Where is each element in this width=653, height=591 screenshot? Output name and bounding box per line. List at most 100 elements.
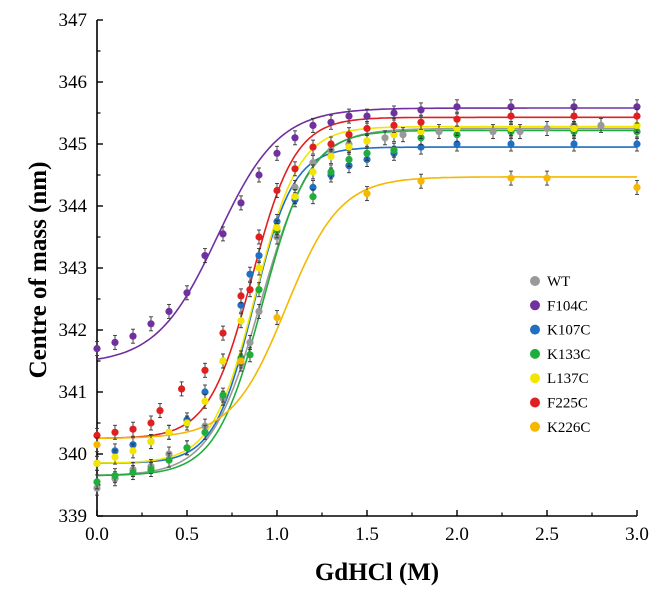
data-point-f225c (390, 121, 398, 129)
data-point-f104c (570, 103, 578, 111)
data-point-f225c (345, 131, 353, 139)
data-point-f104c (345, 112, 353, 120)
data-point-k226c (507, 174, 515, 182)
data-point-f104c (255, 171, 263, 179)
data-point-k133c (390, 146, 398, 154)
data-point-l137c (633, 121, 641, 129)
data-point-f104c (201, 252, 209, 260)
data-point-k226c (633, 183, 641, 191)
legend-marker (530, 300, 540, 311)
data-point-k107c (309, 183, 317, 191)
data-point-f104c (219, 230, 227, 238)
data-points-layer (93, 99, 641, 496)
data-point-f104c (147, 320, 155, 328)
data-point-wt (489, 128, 497, 136)
data-point-k133c (363, 149, 371, 157)
data-point-f225c (201, 366, 209, 374)
legend-label: F225C (547, 396, 588, 412)
data-point-f225c (570, 112, 578, 120)
data-point-f104c (183, 289, 191, 297)
data-point-wt (543, 124, 551, 133)
data-point-f225c (147, 419, 155, 427)
legend-marker (530, 397, 540, 408)
data-point-wt (516, 128, 524, 136)
data-point-wt (291, 183, 299, 191)
data-point-f225c (453, 115, 461, 123)
data-point-k226c (93, 441, 101, 449)
data-point-k226c (273, 314, 281, 322)
data-point-k107c (237, 301, 245, 309)
data-point-k107c (417, 143, 425, 151)
data-point-f225c (633, 112, 641, 120)
data-point-f104c (417, 106, 425, 114)
data-point-f104c (453, 103, 461, 111)
y-tick-label: 339 (59, 506, 88, 527)
data-point-f225c (93, 431, 101, 439)
data-point-k107c (201, 388, 209, 396)
data-point-f104c (111, 338, 119, 346)
x-tick-label: 1.5 (355, 524, 379, 545)
data-point-wt (309, 159, 317, 167)
y-tick-label: 343 (59, 258, 88, 279)
data-point-k133c (165, 456, 173, 464)
data-point-k133c (111, 472, 119, 480)
y-tick-label: 340 (59, 444, 88, 465)
x-axis-title: GdHCl (M) (315, 559, 439, 586)
data-point-k133c (147, 465, 155, 474)
data-point-l137c (570, 124, 578, 133)
data-point-k133c (201, 428, 209, 436)
data-point-f104c (390, 109, 398, 117)
data-point-f225c (219, 329, 227, 337)
legend-label: F104C (547, 298, 588, 314)
data-point-l137c (255, 264, 263, 272)
legend-label: L137C (547, 371, 589, 387)
data-point-l137c (345, 143, 353, 151)
legend-label: K133C (547, 347, 590, 363)
data-point-wt (435, 128, 443, 136)
data-point-f225c (129, 425, 137, 433)
data-point-l137c (93, 459, 101, 467)
y-tick-label: 344 (59, 196, 88, 217)
data-point-k133c (93, 478, 101, 486)
data-point-l137c (237, 317, 245, 325)
data-point-k226c (543, 174, 551, 182)
data-point-f225c (255, 233, 263, 241)
data-point-k107c (255, 252, 263, 260)
data-point-f104c (291, 134, 299, 142)
y-tick-label: 347 (59, 10, 88, 31)
data-point-f225c (111, 428, 119, 436)
data-point-k226c (237, 357, 245, 365)
data-point-l137c (201, 397, 209, 405)
data-point-l137c (390, 131, 398, 139)
data-point-k133c (327, 168, 335, 176)
x-tick-label: 2.0 (445, 524, 469, 545)
data-point-k107c (507, 140, 515, 148)
legend-label: K107C (547, 323, 590, 339)
data-point-k133c (129, 469, 137, 477)
data-point-k107c (570, 140, 578, 148)
data-point-f104c (633, 103, 641, 111)
x-tick-label: 1.0 (265, 524, 289, 545)
data-point-l137c (291, 193, 299, 201)
legend-marker (530, 421, 540, 432)
data-point-l137c (129, 447, 137, 455)
data-point-f104c (363, 112, 371, 120)
data-point-f225c (507, 112, 515, 120)
data-point-k133c (183, 444, 191, 452)
y-tick-label: 342 (59, 320, 88, 341)
data-point-k107c (246, 270, 254, 278)
data-point-f225c (309, 143, 317, 151)
data-point-f104c (165, 307, 173, 315)
data-point-l137c (327, 152, 335, 160)
data-point-wt (246, 338, 254, 346)
legend-marker (530, 373, 540, 384)
data-point-l137c (165, 428, 173, 436)
data-point-wt (399, 131, 407, 139)
y-tick-label: 341 (59, 382, 88, 403)
data-point-l137c (111, 453, 119, 461)
data-point-f225c (291, 165, 299, 173)
x-tick-label: 3.0 (625, 524, 649, 545)
data-point-f225c (237, 292, 245, 300)
data-point-f225c (363, 124, 371, 133)
